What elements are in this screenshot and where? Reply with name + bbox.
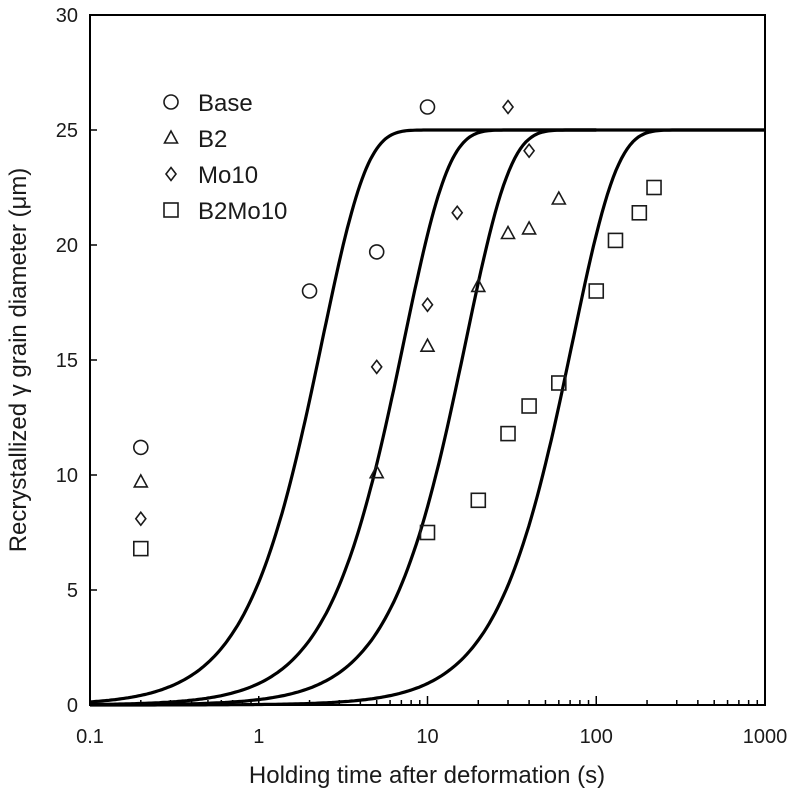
axis-ticks: 0 5 10 15 20 25 30 0.1 1 10 100 1000: [56, 5, 788, 748]
data-markers: [132, 99, 662, 557]
x-tick-label: 10: [416, 726, 438, 748]
fitted-curve-3: [90, 128, 765, 707]
data-point-mo10: [421, 296, 434, 313]
fitted-curve-2: [90, 128, 597, 707]
plot-frame: [89, 14, 766, 706]
data-point-base: [368, 244, 385, 260]
legend-marker-b2: [163, 129, 179, 144]
legend-label-mo10: Mo10: [198, 162, 258, 189]
data-point-base: [301, 283, 318, 299]
data-point-mo10: [134, 510, 147, 527]
legend-marker-b2mo10: [163, 202, 179, 218]
data-point-b2: [521, 220, 537, 235]
data-point-b2mo10: [500, 425, 516, 442]
data-point-b2: [470, 277, 487, 293]
y-tick-label: 25: [56, 120, 78, 142]
data-point-b2: [419, 337, 436, 353]
x-axis-title: Holding time after deformation (s): [249, 762, 605, 789]
x-tick-label: 1: [253, 726, 264, 748]
data-point-b2mo10: [470, 492, 487, 509]
x-tick-label: 0.1: [76, 726, 104, 748]
data-point-b2mo10: [419, 524, 436, 541]
y-tick-label: 30: [56, 5, 78, 27]
data-point-base: [419, 99, 436, 115]
legend-marker-mo10: [164, 166, 178, 182]
legend-marker-base: [163, 94, 179, 110]
data-point-mo10: [502, 99, 515, 115]
data-point-b2mo10: [646, 179, 662, 196]
data-point-b2mo10: [551, 375, 567, 391]
y-tick-label: 10: [56, 465, 78, 487]
data-point-b2: [132, 473, 149, 488]
data-point-b2mo10: [588, 283, 605, 299]
data-point-mo10: [523, 142, 536, 159]
data-point-b2mo10: [521, 398, 537, 414]
data-point-b2mo10: [132, 540, 149, 557]
x-tick-label: 1000: [743, 726, 788, 748]
legend-label-base: Base: [198, 90, 253, 117]
legend-label-b2: B2: [198, 126, 227, 153]
data-point-mo10: [370, 359, 383, 375]
data-point-b2mo10: [607, 232, 624, 249]
data-point-b2: [368, 464, 385, 479]
y-axis-title: Recrystallized γ grain diameter (μm): [5, 168, 32, 553]
data-point-b2: [550, 190, 567, 205]
fitted-curve-1: [89, 128, 597, 704]
data-point-b2: [500, 224, 516, 240]
x-tick-label: 100: [580, 726, 613, 748]
fitted-curves: [89, 128, 765, 707]
legend-label-b2mo10: B2Mo10: [198, 198, 287, 225]
y-tick-label: 5: [67, 580, 78, 602]
data-point-base: [132, 439, 149, 456]
y-tick-label: 20: [56, 235, 78, 257]
data-point-mo10: [451, 204, 464, 221]
fitted-curve-4: [90, 128, 765, 707]
y-tick-label: 0: [67, 695, 78, 717]
data-point-b2mo10: [631, 205, 648, 221]
y-tick-label: 15: [56, 350, 78, 372]
